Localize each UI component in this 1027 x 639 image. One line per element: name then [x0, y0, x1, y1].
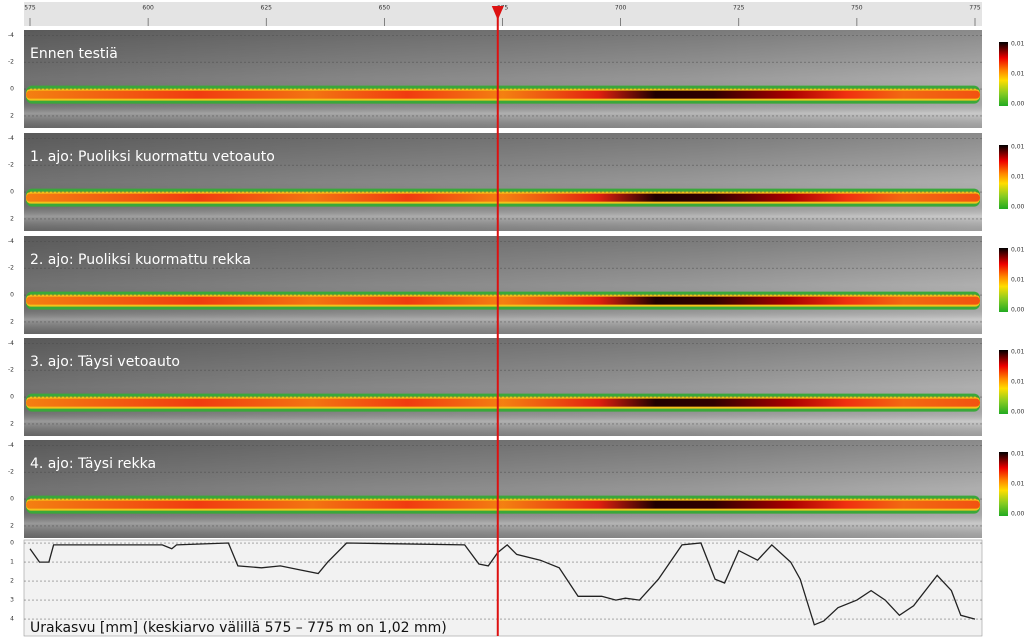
y-tick-label: 1 — [10, 559, 14, 566]
y-tick-label: -2 — [8, 162, 14, 169]
colorbar — [999, 42, 1008, 106]
y-tick-label: -4 — [8, 32, 14, 39]
colorbar — [999, 248, 1008, 312]
colorbar-label: 0,00 — [1011, 101, 1025, 108]
line-title: Urakasvu [mm] (keskiarvo välillä 575 – 7… — [30, 620, 447, 636]
panel-title: 3. ajo: Täysi vetoauto — [30, 354, 180, 370]
colorbar — [999, 350, 1008, 414]
x-tick-label: 600 — [142, 5, 154, 12]
heatmap-shading — [24, 133, 982, 231]
y-tick-label: -4 — [8, 442, 14, 449]
colorbar-label: 0,00 — [1011, 409, 1025, 416]
panel-title: Ennen testiä — [30, 46, 118, 62]
band-hot — [26, 91, 980, 99]
heatmap-shading — [24, 236, 982, 334]
colorbar-label: 0,01 — [1011, 71, 1025, 78]
x-tick-label: 625 — [261, 5, 273, 12]
colorbar-label: 0,01 — [1011, 349, 1025, 356]
y-tick-label: -2 — [8, 367, 14, 374]
y-tick-label: 0 — [10, 540, 14, 547]
y-tick-label: 2 — [10, 578, 14, 585]
colorbar-label: 0,01 — [1011, 144, 1025, 151]
y-tick-label: 2 — [10, 420, 14, 427]
panel-title: 2. ajo: Puoliksi kuormattu rekka — [30, 252, 251, 268]
heatmap-shading — [24, 30, 982, 128]
colorbar-label: 0,01 — [1011, 451, 1025, 458]
y-tick-label: 0 — [10, 86, 14, 93]
x-tick-label: 650 — [379, 5, 391, 12]
colorbar-label: 0,00 — [1011, 204, 1025, 211]
colorbar-label: 0,01 — [1011, 379, 1025, 386]
heatmap-shading — [24, 338, 982, 436]
y-tick-label: -2 — [8, 469, 14, 476]
heatmap-shading — [24, 440, 982, 538]
band-hot — [26, 297, 980, 305]
colorbar-label: 0,01 — [1011, 41, 1025, 48]
colorbar-label: 0,00 — [1011, 307, 1025, 314]
y-tick-label: 3 — [10, 597, 14, 604]
colorbar-label: 0,01 — [1011, 481, 1025, 488]
y-tick-label: -4 — [8, 340, 14, 347]
y-tick-label: -4 — [8, 135, 14, 142]
x-tick-label: 775 — [969, 5, 981, 12]
band-hot — [26, 194, 980, 202]
colorbar — [999, 452, 1008, 516]
colorbar-label: 0,01 — [1011, 247, 1025, 254]
y-tick-label: 0 — [10, 496, 14, 503]
colorbar-label: 0,01 — [1011, 174, 1025, 181]
y-tick-label: 4 — [10, 616, 14, 623]
y-tick-label: -2 — [8, 59, 14, 66]
band-hot — [26, 501, 980, 509]
panel-title: 1. ajo: Puoliksi kuormattu vetoauto — [30, 149, 275, 165]
y-tick-label: 2 — [10, 112, 14, 119]
colorbar-label: 0,01 — [1011, 277, 1025, 284]
y-tick-label: 0 — [10, 189, 14, 196]
band-hot — [26, 399, 980, 407]
y-tick-label: 2 — [10, 318, 14, 325]
x-tick-label: 750 — [851, 5, 863, 12]
colorbar — [999, 145, 1008, 209]
y-tick-label: 2 — [10, 522, 14, 529]
colorbar-label: 0,00 — [1011, 511, 1025, 518]
x-tick-label: 575 — [24, 5, 36, 12]
x-tick-label: 725 — [733, 5, 745, 12]
chart: 575600625650675700725750775-4-202Ennen t… — [0, 0, 1027, 639]
y-tick-label: 0 — [10, 394, 14, 401]
panel-title: 4. ajo: Täysi rekka — [30, 456, 156, 472]
y-tick-label: 2 — [10, 215, 14, 222]
y-tick-label: -4 — [8, 238, 14, 245]
y-tick-label: -2 — [8, 265, 14, 272]
x-tick-label: 700 — [615, 5, 627, 12]
y-tick-label: 0 — [10, 292, 14, 299]
